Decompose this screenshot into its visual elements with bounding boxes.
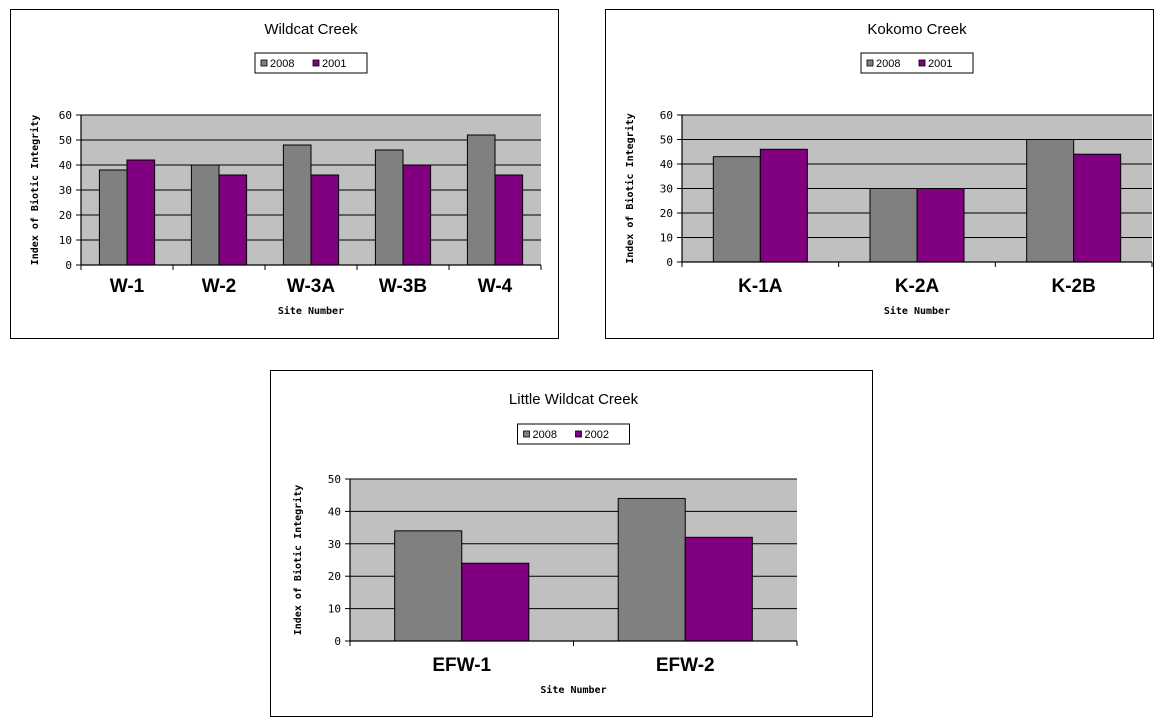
y-tick-label: 10 — [328, 603, 341, 616]
y-tick-label: 0 — [334, 635, 341, 648]
bar-w-3a-2001 — [310, 174, 340, 266]
x-tick-label-w-4: W-4 — [478, 276, 513, 297]
bar-w-4-2008 — [466, 134, 496, 266]
y-tick-label: 40 — [59, 159, 72, 172]
bar-efw-2-2002 — [684, 536, 753, 642]
y-axis-title: Index of Biotic Integrity — [624, 113, 636, 264]
y-tick-label: 30 — [59, 184, 72, 197]
legend: 2008 2001 — [254, 52, 368, 74]
y-tick-label: 0 — [666, 256, 673, 269]
x-tick-label-w-3b: W-3B — [379, 276, 427, 297]
x-tick-label-k-2a: K-2A — [895, 276, 940, 297]
bar-efw-1-2008 — [394, 530, 463, 642]
bar-w-2-2001 — [218, 174, 248, 266]
chart-title: Wildcat Creek — [264, 21, 358, 38]
x-tick-label-efw-2: EFW-2 — [656, 655, 715, 676]
y-tick-label: 20 — [328, 570, 341, 583]
legend: 2008 2002 — [517, 423, 630, 445]
legend-label-2008: 2008 — [533, 429, 557, 441]
y-tick-label: 50 — [660, 134, 673, 147]
x-axis-title: Site Number — [540, 684, 606, 696]
bar-w-3b-2001 — [402, 164, 432, 266]
legend-swatch-2008 — [523, 430, 530, 438]
bar-w-4-2001 — [494, 174, 524, 266]
legend-swatch-2001 — [918, 59, 926, 67]
y-tick-label: 20 — [59, 209, 72, 222]
kokomo-creek-chart-svg: Kokomo Creek 2008 2001 0 10 20 30 40 50 60 K-1A K-2… — [624, 21, 1153, 317]
bar-efw-1-2002 — [461, 562, 530, 642]
bar-k-2b-2001 — [1073, 153, 1122, 263]
legend-swatch-2008 — [260, 59, 268, 67]
x-tick-label-k-1a: K-1A — [738, 276, 783, 297]
bar-k-1a-2001 — [759, 148, 808, 263]
y-tick-label: 30 — [660, 183, 673, 196]
chart-title: Kokomo Creek — [867, 21, 967, 38]
legend-box — [860, 52, 974, 74]
y-tick-label: 30 — [328, 538, 341, 551]
legend-label-2001: 2001 — [928, 58, 952, 70]
y-tick-label: 40 — [328, 505, 341, 518]
y-axis-title: Index of Biotic Integrity — [29, 115, 41, 266]
legend-label-2008: 2008 — [270, 58, 294, 70]
bar-k-2a-2001 — [916, 188, 965, 263]
legend-label-2001: 2001 — [322, 58, 346, 70]
y-tick-label: 0 — [65, 259, 72, 272]
little-wildcat-creek-chart: Little Wildcat Creek 2008 2002 0 10 20 30 40 50 E… — [270, 370, 873, 717]
y-tick-label: 10 — [59, 234, 72, 247]
legend-swatch-2008 — [866, 59, 874, 67]
chart-title: Little Wildcat Creek — [509, 391, 639, 408]
bar-w-1-2001 — [126, 159, 156, 266]
legend-label-2008: 2008 — [876, 58, 900, 70]
y-tick-label: 20 — [660, 207, 673, 220]
bar-k-2b-2008 — [1026, 139, 1075, 263]
x-axis-title: Site Number — [278, 305, 344, 317]
bar-k-2a-2008 — [869, 188, 918, 263]
bar-w-2-2008 — [190, 164, 220, 266]
legend-box — [517, 423, 630, 445]
x-tick-label-efw-1: EFW-1 — [432, 655, 491, 676]
bar-w-3a-2008 — [282, 144, 312, 266]
x-tick-label-w-3a: W-3A — [287, 276, 335, 297]
y-tick-label: 60 — [59, 109, 72, 122]
y-axis-title: Index of Biotic Integrity — [292, 485, 304, 636]
legend-swatch-2002 — [575, 430, 582, 438]
y-tick-label: 10 — [660, 232, 673, 245]
x-tick-label-k-2b: K-2B — [1051, 276, 1095, 297]
x-tick-label-w-2: W-2 — [202, 276, 236, 297]
kokomo-creek-chart: Kokomo Creek 2008 2001 0 10 20 30 40 50 60 K-1A K-2… — [605, 9, 1154, 339]
y-tick-label: 60 — [660, 109, 673, 122]
bar-w-3b-2008 — [374, 149, 404, 266]
wildcat-creek-chart-svg: Wildcat Creek 2008 2001 0 10 20 30 40 50 60 W-1 W-2… — [29, 21, 542, 317]
legend-label-2002: 2002 — [585, 429, 609, 441]
wildcat-creek-chart: Wildcat Creek 2008 2001 0 10 20 30 40 50 60 W-1 W-2… — [10, 9, 559, 339]
legend-box — [254, 52, 368, 74]
legend: 2008 2001 — [860, 52, 974, 74]
y-tick-label: 50 — [59, 134, 72, 147]
y-tick-label: 50 — [328, 473, 341, 486]
x-axis-title: Site Number — [884, 305, 950, 317]
y-tick-label: 40 — [660, 158, 673, 171]
bar-w-1-2008 — [98, 169, 128, 266]
bar-efw-2-2008 — [617, 497, 686, 642]
bar-k-1a-2008 — [712, 156, 761, 263]
x-tick-label-w-1: W-1 — [110, 276, 145, 297]
legend-swatch-2001 — [312, 59, 320, 67]
little-wildcat-creek-chart-svg: Little Wildcat Creek 2008 2002 0 10 20 30 40 50 E… — [292, 391, 798, 696]
